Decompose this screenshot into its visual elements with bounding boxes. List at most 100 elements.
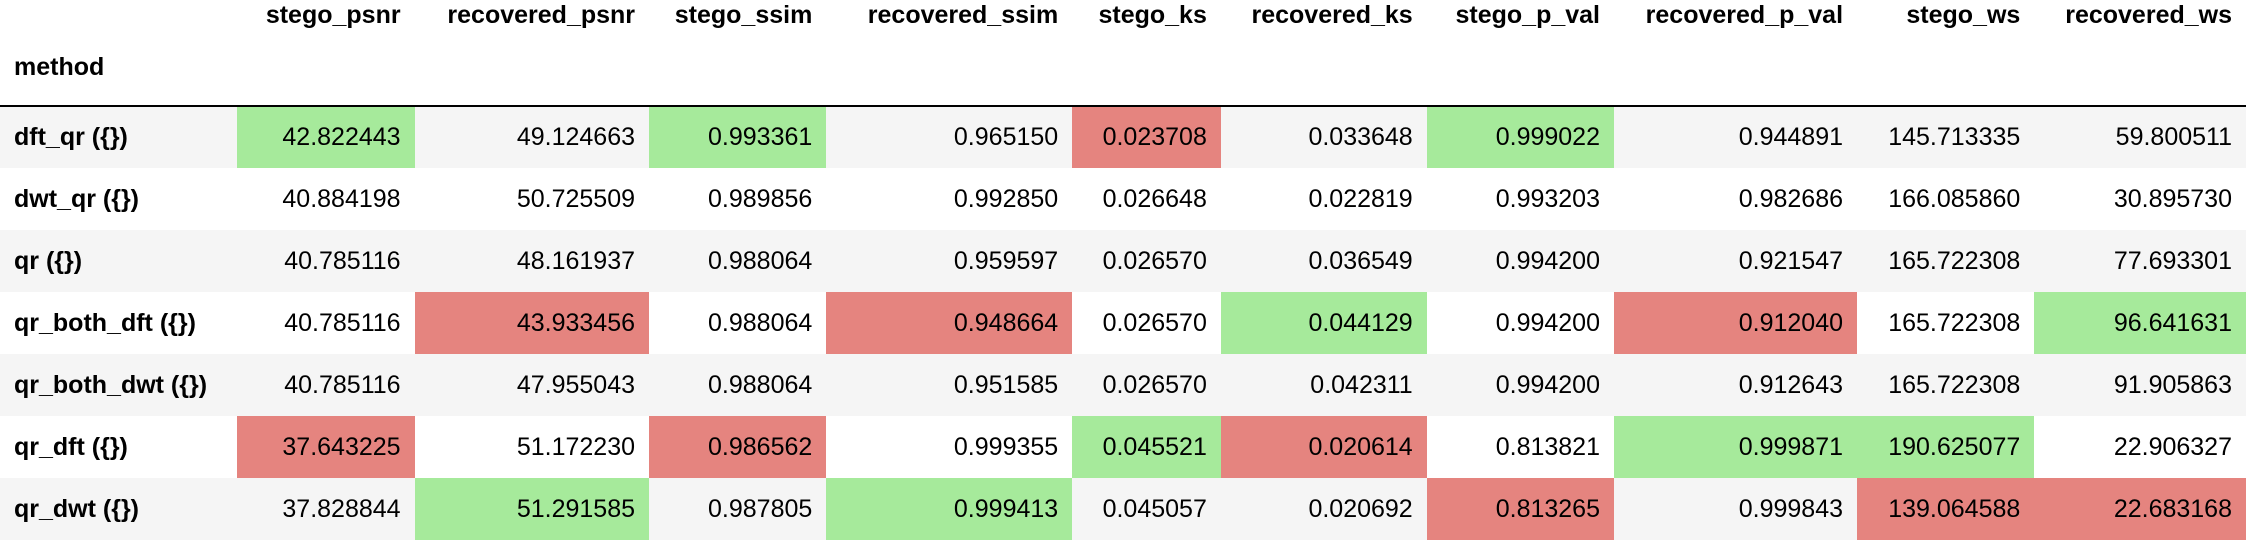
table-row: qr_both_dwt ({}) 40.785116 47.955043 0.9… [0,354,2246,416]
table-cell: 50.725509 [516,184,636,213]
empty-header-cell [2034,30,2246,107]
table-cell: 42.822443 [237,106,415,168]
index-name-row: method [0,30,2246,107]
table-cell: 0.026648 [1102,184,1207,213]
table-cell: 37.828844 [282,494,401,523]
table-cell: 0.912643 [1738,370,1844,399]
table-cell: 0.020614 [1220,416,1427,478]
empty-header-cell [237,30,415,107]
table-cell: 0.036549 [1308,246,1413,275]
table-cell: 0.022819 [1308,184,1413,213]
table-cell: 49.124663 [516,123,636,151]
column-header: stego_psnr [265,1,401,29]
table-cell: 48.161937 [516,246,636,275]
column-header: recovered_ssim [867,1,1059,29]
table-cell: 0.944891 [1738,123,1844,151]
table-cell: 0.994200 [1495,308,1600,337]
table-cell: 0.033648 [1308,123,1413,151]
table-cell: 0.023708 [1072,106,1221,168]
empty-header-cell [414,30,650,107]
index-corner-cell [0,0,237,30]
empty-header-cell [1614,30,1858,107]
table-cell: 0.026570 [1102,246,1207,275]
table-cell: 0.987805 [708,494,813,523]
table-cell: 0.999355 [953,432,1059,461]
table-cell: 0.042311 [1310,370,1413,399]
table-cell: 77.693301 [2113,246,2232,275]
table-cell: 96.641631 [2034,292,2246,354]
table-cell: 0.965150 [953,123,1059,151]
table-cell: 30.895730 [2113,184,2232,213]
row-label: dft_qr ({}) [14,123,128,151]
table-cell: 0.994200 [1495,370,1600,399]
table-row: dft_qr ({}) 42.822443 49.124663 0.993361… [0,106,2246,168]
table-row: dwt_qr ({}) 40.884198 50.725509 0.989856… [0,168,2246,230]
column-header: stego_ssim [674,1,813,29]
column-header: recovered_psnr [447,1,636,29]
row-label: qr_both_dwt ({}) [14,370,208,399]
table-cell: 0.993203 [1495,184,1600,213]
table-cell: 0.045521 [1072,416,1221,478]
empty-header-cell [1220,30,1427,107]
table-cell: 139.064588 [1857,478,2035,540]
table-row: qr_both_dft ({}) 40.785116 43.933456 0.9… [0,292,2246,354]
table-cell: 0.986562 [649,416,827,478]
table-cell: 0.813821 [1495,432,1600,461]
column-header: recovered_ks [1251,1,1413,29]
table-cell: 165.722308 [1888,308,2021,337]
table-cell: 0.951585 [953,370,1059,399]
table-cell: 0.999843 [1738,494,1844,523]
table-cell: 0.813265 [1426,478,1614,540]
table-cell: 22.683168 [2034,478,2246,540]
table-row: qr ({}) 40.785116 48.161937 0.988064 0.9… [0,230,2246,292]
empty-header-cell [1426,30,1614,107]
table-cell: 0.020692 [1308,494,1413,523]
column-header: stego_ws [1906,1,2021,29]
column-header: recovered_p_val [1645,1,1844,29]
column-header: stego_ks [1098,1,1207,29]
table-cell: 0.044129 [1220,292,1427,354]
row-label: qr_dft ({}) [14,432,128,461]
table-cell: 0.993361 [649,106,827,168]
table-cell: 59.800511 [2115,123,2232,151]
table-cell: 0.999022 [1426,106,1614,168]
table-cell: 0.045057 [1102,494,1207,523]
table-row: qr_dwt ({}) 37.828844 51.291585 0.987805… [0,478,2246,540]
column-header: recovered_ws [2065,1,2232,29]
empty-header-cell [649,30,827,107]
table-cell: 0.959597 [953,246,1059,275]
table-cell: 51.172230 [516,432,636,461]
table-cell: 40.785116 [284,370,401,399]
table-cell: 91.905863 [2113,370,2232,399]
table-cell: 166.085860 [1888,184,2021,213]
empty-header-cell [1857,30,2035,107]
row-label: qr ({}) [14,246,83,275]
table-cell: 0.026570 [1102,370,1207,399]
table-cell: 0.992850 [953,184,1059,213]
table-cell: 0.948664 [826,292,1073,354]
empty-header-cell [826,30,1073,107]
table-cell: 0.989856 [708,184,813,213]
row-label: qr_dwt ({}) [14,494,139,523]
table-cell: 0.994200 [1495,246,1600,275]
table-cell: 0.912040 [1614,292,1858,354]
table-cell: 0.999871 [1614,416,1858,478]
table-cell: 165.722308 [1888,370,2021,399]
table-cell: 0.988064 [708,246,813,275]
column-header-row: stego_psnr recovered_psnr stego_ssim rec… [0,0,2246,30]
table-cell: 40.884198 [282,184,401,213]
table-cell: 0.988064 [708,370,813,399]
table-cell: 0.982686 [1738,184,1844,213]
table-cell: 51.291585 [414,478,650,540]
table-cell: 40.785116 [284,308,401,337]
column-header: stego_p_val [1455,1,1600,29]
row-label: dwt_qr ({}) [14,184,139,213]
table-cell: 165.722308 [1888,246,2021,275]
table-cell: 22.906327 [2113,432,2232,461]
index-name-header: method [0,30,238,107]
table-cell: 43.933456 [414,292,650,354]
table-cell: 47.955043 [516,370,636,399]
table-cell: 0.026570 [1102,308,1207,337]
table-cell: 0.999413 [826,478,1073,540]
